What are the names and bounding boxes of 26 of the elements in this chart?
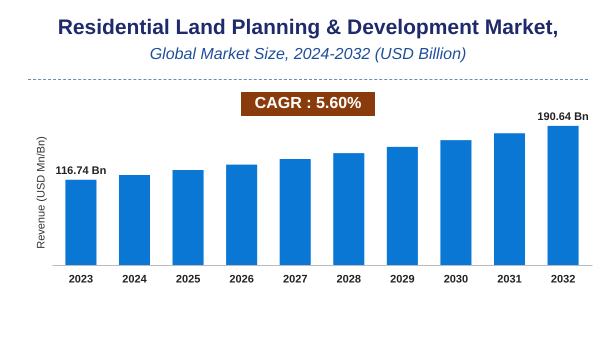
bar bbox=[65, 180, 96, 265]
x-tick-label: 2031 bbox=[497, 274, 522, 286]
x-tick-label: 2032 bbox=[550, 274, 576, 286]
chart-title: Residential Land Planning & Development Market, bbox=[56, 16, 560, 40]
x-tick-label: 2026 bbox=[229, 274, 254, 286]
data-label: 116.74 Bn bbox=[56, 164, 107, 177]
bar bbox=[494, 133, 526, 265]
chart-subtitle: Global Market Size, 2024-2032 (USD Billion) bbox=[148, 46, 468, 64]
bar bbox=[118, 174, 150, 265]
bar bbox=[226, 164, 258, 265]
bar bbox=[333, 153, 364, 265]
data-label: 190.64 Bn bbox=[537, 110, 590, 123]
x-tick-label: 2028 bbox=[336, 274, 362, 286]
bar bbox=[440, 140, 472, 265]
text: CAGR : 5.60% bbox=[240, 92, 376, 116]
x-tick-label: 2023 bbox=[68, 274, 94, 286]
bar bbox=[172, 170, 204, 265]
x-tick-label: 2027 bbox=[282, 274, 308, 286]
x-tick-label: 2029 bbox=[390, 274, 415, 286]
bar bbox=[280, 159, 311, 265]
x-tick-label: 2024 bbox=[122, 274, 148, 286]
bar bbox=[386, 146, 418, 265]
y-axis-title: Revenue (USD Mn/Bn) bbox=[36, 136, 48, 249]
x-tick-label: 2030 bbox=[444, 274, 468, 286]
x-tick-label: 2025 bbox=[176, 274, 200, 286]
bar bbox=[548, 126, 579, 265]
